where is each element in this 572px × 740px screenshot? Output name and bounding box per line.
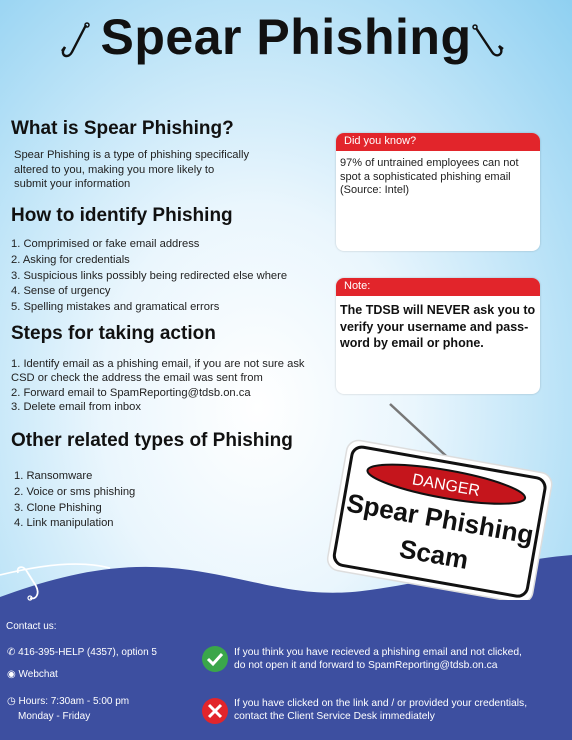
list-item: 1. Comprimised or fake email address: [11, 238, 200, 250]
section-heading-steps: Steps for taking action: [11, 323, 216, 344]
text-line: verify your username and pass-: [340, 319, 529, 334]
text-line: If you have clicked on the link and / or…: [234, 698, 528, 709]
box-text: 97% of untrained employees can not spot …: [336, 151, 540, 198]
chat-icon: ◉: [7, 669, 16, 680]
note-box: Note: The TDSB will NEVER ask you to ver…: [336, 278, 540, 394]
text-line: contact the Client Service Desk immediat…: [234, 710, 435, 722]
section-heading-identify: How to identify Phishing: [11, 205, 233, 226]
box-text: The TDSB will NEVER ask you to verify yo…: [336, 296, 540, 352]
text-line: 97% of untrained employees can not: [340, 157, 519, 169]
text-line: submit your information: [14, 178, 131, 190]
not-clicked-message: If you think you have recieved a phishin…: [234, 647, 522, 672]
clicked-message: If you have clicked on the link and / or…: [234, 698, 527, 723]
list-item: 1. Identify email as a phishing email, i…: [11, 358, 305, 370]
list-item: CSD or check the address the email was s…: [11, 372, 263, 385]
list-item: 3. Delete email from inbox: [11, 400, 141, 413]
list-item: 5. Spelling mistakes and gramatical erro…: [11, 301, 220, 314]
text-line: word by email or phone.: [340, 336, 484, 350]
list-item: 1. Ransomware: [14, 470, 93, 482]
box-label: Did you know?: [336, 133, 540, 151]
page-title: Spear Phishing: [100, 9, 472, 65]
list-item: 4. Link manipulation: [14, 517, 114, 530]
what-description: Spear Phishing is a type of phishing spe…: [14, 148, 249, 192]
list-item: 4. Sense of urgency: [11, 285, 111, 298]
contact-label: Contact us:: [6, 621, 57, 632]
text-line: If you think you have recieved a phishin…: [234, 647, 522, 658]
box-label: Note:: [336, 278, 540, 296]
identify-list: 1. Comprimised or fake email address 2. …: [11, 237, 287, 316]
phone-number: 416-395-HELP (4357), option 5: [18, 647, 157, 658]
check-circle-icon: [202, 646, 228, 672]
section-heading-what: What is Spear Phishing?: [11, 118, 234, 139]
did-you-know-box: Did you know? 97% of untrained employees…: [336, 133, 540, 251]
list-item: 2. Forward email to SpamReporting@tdsb.o…: [11, 386, 251, 399]
phone-line: ✆ 416-395-HELP (4357), option 5: [7, 647, 157, 658]
text-line: The TDSB will NEVER ask you to: [340, 303, 536, 317]
danger-sign: DANGER Spear Phishing Scam: [326, 403, 553, 600]
list-item: 3. Suspicious links possibly being redir…: [11, 269, 288, 282]
related-list: 1. Ransomware 2. Voice or sms phishing 3…: [14, 469, 135, 532]
webchat-link[interactable]: Webchat: [18, 669, 58, 680]
fish-hook-icon: [61, 22, 90, 58]
text-line: Spear Phishing is a type of phishing spe…: [14, 149, 250, 161]
text-line: do not open it and forward to SpamReport…: [234, 659, 498, 671]
list-item: 2. Voice or sms phishing: [14, 485, 136, 498]
webchat-line[interactable]: ◉ Webchat: [7, 669, 58, 680]
section-heading-related: Other related types of Phishing: [11, 430, 293, 451]
hours-text: Hours: 7:30am - 5:00 pm: [18, 696, 130, 707]
steps-list: 1. Identify email as a phishing email, i…: [11, 357, 305, 414]
hours-block: ◷ Hours: 7:30am - 5:00 pm Monday - Frida…: [7, 694, 129, 724]
hours-days: Monday - Friday: [18, 711, 91, 722]
fish-hook-icon: [472, 24, 504, 57]
list-item: 3. Clone Phishing: [14, 501, 102, 514]
cross-circle-icon: [202, 698, 228, 724]
text-line: (Source: Intel): [340, 184, 410, 196]
phone-icon: ✆: [7, 647, 16, 658]
list-item: 2. Asking for credentials: [11, 253, 130, 266]
text-line: spot a sophisticated phishing email: [340, 170, 511, 183]
clock-icon: ◷: [7, 696, 16, 707]
text-line: altered to you, making you more likely t…: [14, 163, 215, 176]
